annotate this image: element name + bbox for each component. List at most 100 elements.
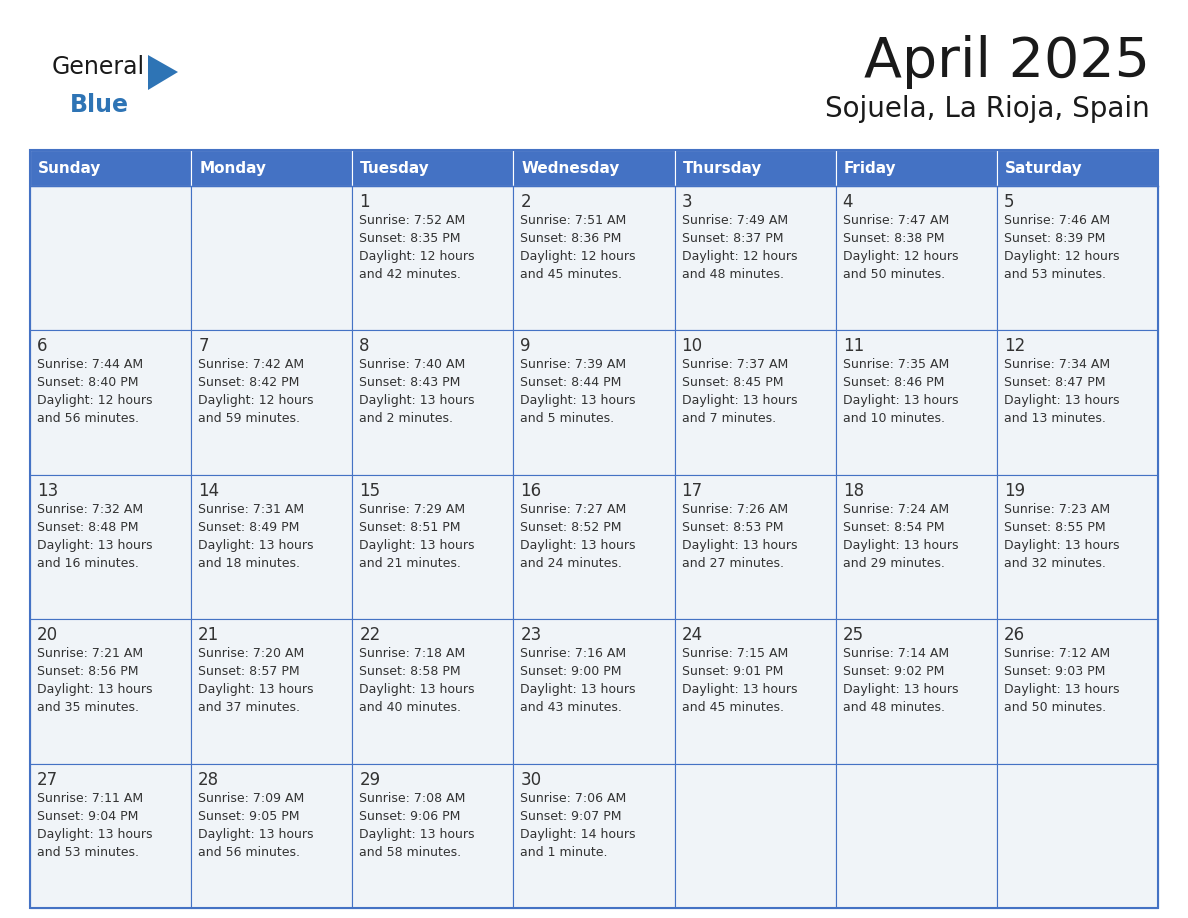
Text: Daylight: 12 hours: Daylight: 12 hours	[682, 250, 797, 263]
Bar	[30, 475, 191, 620]
Text: 11: 11	[842, 338, 864, 355]
Text: 18: 18	[842, 482, 864, 499]
Bar	[513, 330, 675, 475]
Text: Daylight: 13 hours: Daylight: 13 hours	[37, 683, 152, 696]
Bar	[353, 150, 513, 186]
Text: Daylight: 13 hours: Daylight: 13 hours	[520, 683, 636, 696]
Bar	[30, 330, 191, 475]
Text: 24: 24	[682, 626, 702, 644]
Bar	[835, 620, 997, 764]
Text: Sunset: 8:47 PM: Sunset: 8:47 PM	[1004, 376, 1105, 389]
Text: and 32 minutes.: and 32 minutes.	[1004, 557, 1106, 570]
Text: and 48 minutes.: and 48 minutes.	[682, 268, 784, 281]
Text: Daylight: 13 hours: Daylight: 13 hours	[682, 683, 797, 696]
Text: 28: 28	[198, 770, 220, 789]
Text: Sunrise: 7:52 AM: Sunrise: 7:52 AM	[359, 214, 466, 227]
Text: Sunrise: 7:34 AM: Sunrise: 7:34 AM	[1004, 358, 1110, 372]
Text: and 48 minutes.: and 48 minutes.	[842, 701, 944, 714]
Text: Daylight: 13 hours: Daylight: 13 hours	[37, 539, 152, 552]
Text: Sunrise: 7:23 AM: Sunrise: 7:23 AM	[1004, 503, 1110, 516]
Bar	[675, 186, 835, 330]
Bar	[997, 620, 1158, 764]
Text: Sunset: 8:57 PM: Sunset: 8:57 PM	[198, 666, 299, 678]
Text: Daylight: 13 hours: Daylight: 13 hours	[520, 395, 636, 408]
Text: Sunrise: 7:21 AM: Sunrise: 7:21 AM	[37, 647, 143, 660]
Text: and 16 minutes.: and 16 minutes.	[37, 557, 139, 570]
Text: Daylight: 13 hours: Daylight: 13 hours	[359, 395, 475, 408]
Text: Sunrise: 7:49 AM: Sunrise: 7:49 AM	[682, 214, 788, 227]
Text: Sunrise: 7:37 AM: Sunrise: 7:37 AM	[682, 358, 788, 372]
Text: Daylight: 13 hours: Daylight: 13 hours	[1004, 539, 1119, 552]
Text: and 2 minutes.: and 2 minutes.	[359, 412, 454, 425]
Text: Sunset: 9:03 PM: Sunset: 9:03 PM	[1004, 666, 1105, 678]
Text: Daylight: 12 hours: Daylight: 12 hours	[520, 250, 636, 263]
Bar	[997, 764, 1158, 908]
Text: and 50 minutes.: and 50 minutes.	[842, 268, 944, 281]
Text: Sunset: 8:43 PM: Sunset: 8:43 PM	[359, 376, 461, 389]
Text: Sunrise: 7:47 AM: Sunrise: 7:47 AM	[842, 214, 949, 227]
Text: Daylight: 12 hours: Daylight: 12 hours	[37, 395, 152, 408]
Bar	[191, 330, 353, 475]
Text: Daylight: 13 hours: Daylight: 13 hours	[520, 539, 636, 552]
Text: and 5 minutes.: and 5 minutes.	[520, 412, 614, 425]
Text: and 53 minutes.: and 53 minutes.	[1004, 268, 1106, 281]
Text: 10: 10	[682, 338, 702, 355]
Text: Daylight: 13 hours: Daylight: 13 hours	[198, 828, 314, 841]
Text: Sunset: 8:44 PM: Sunset: 8:44 PM	[520, 376, 621, 389]
Text: Daylight: 13 hours: Daylight: 13 hours	[1004, 683, 1119, 696]
Text: Sunset: 9:01 PM: Sunset: 9:01 PM	[682, 666, 783, 678]
Text: Blue: Blue	[70, 93, 129, 117]
Bar	[835, 186, 997, 330]
Bar	[675, 330, 835, 475]
Text: and 37 minutes.: and 37 minutes.	[198, 701, 301, 714]
Bar	[191, 475, 353, 620]
Text: Sunset: 8:46 PM: Sunset: 8:46 PM	[842, 376, 944, 389]
Text: and 56 minutes.: and 56 minutes.	[37, 412, 139, 425]
Text: Daylight: 13 hours: Daylight: 13 hours	[198, 683, 314, 696]
Text: Sunrise: 7:18 AM: Sunrise: 7:18 AM	[359, 647, 466, 660]
Bar	[513, 764, 675, 908]
Text: Sunrise: 7:39 AM: Sunrise: 7:39 AM	[520, 358, 626, 372]
Text: Sojuela, La Rioja, Spain: Sojuela, La Rioja, Spain	[826, 95, 1150, 123]
Text: Sunrise: 7:09 AM: Sunrise: 7:09 AM	[198, 791, 304, 804]
Text: and 56 minutes.: and 56 minutes.	[198, 845, 301, 858]
Text: 15: 15	[359, 482, 380, 499]
Text: and 58 minutes.: and 58 minutes.	[359, 845, 461, 858]
Text: Daylight: 13 hours: Daylight: 13 hours	[842, 683, 959, 696]
Text: Daylight: 13 hours: Daylight: 13 hours	[37, 828, 152, 841]
Text: Sunset: 8:56 PM: Sunset: 8:56 PM	[37, 666, 139, 678]
Text: and 7 minutes.: and 7 minutes.	[682, 412, 776, 425]
Text: Wednesday: Wednesday	[522, 161, 620, 175]
Text: Sunset: 8:55 PM: Sunset: 8:55 PM	[1004, 521, 1106, 533]
Text: and 45 minutes.: and 45 minutes.	[682, 701, 784, 714]
Text: 22: 22	[359, 626, 380, 644]
Text: Daylight: 13 hours: Daylight: 13 hours	[682, 539, 797, 552]
Text: and 13 minutes.: and 13 minutes.	[1004, 412, 1106, 425]
Bar	[30, 764, 191, 908]
Bar	[353, 186, 513, 330]
Text: Sunset: 8:36 PM: Sunset: 8:36 PM	[520, 232, 621, 245]
Text: and 45 minutes.: and 45 minutes.	[520, 268, 623, 281]
Text: 12: 12	[1004, 338, 1025, 355]
Text: 26: 26	[1004, 626, 1025, 644]
Bar	[997, 330, 1158, 475]
Text: Daylight: 13 hours: Daylight: 13 hours	[1004, 395, 1119, 408]
Bar	[30, 150, 1158, 908]
Bar	[191, 620, 353, 764]
Text: Sunrise: 7:14 AM: Sunrise: 7:14 AM	[842, 647, 949, 660]
Text: Sunrise: 7:42 AM: Sunrise: 7:42 AM	[198, 358, 304, 372]
Text: Sunset: 8:42 PM: Sunset: 8:42 PM	[198, 376, 299, 389]
Text: and 18 minutes.: and 18 minutes.	[198, 557, 301, 570]
Text: Sunset: 9:04 PM: Sunset: 9:04 PM	[37, 810, 138, 823]
Text: Daylight: 13 hours: Daylight: 13 hours	[359, 539, 475, 552]
Text: and 43 minutes.: and 43 minutes.	[520, 701, 623, 714]
Text: 6: 6	[37, 338, 48, 355]
Text: Sunrise: 7:32 AM: Sunrise: 7:32 AM	[37, 503, 143, 516]
Text: Daylight: 12 hours: Daylight: 12 hours	[198, 395, 314, 408]
Bar	[191, 186, 353, 330]
Text: General: General	[52, 55, 145, 79]
Text: Tuesday: Tuesday	[360, 161, 430, 175]
Bar	[30, 150, 191, 186]
Text: Sunset: 9:07 PM: Sunset: 9:07 PM	[520, 810, 623, 823]
Text: Sunrise: 7:06 AM: Sunrise: 7:06 AM	[520, 791, 627, 804]
